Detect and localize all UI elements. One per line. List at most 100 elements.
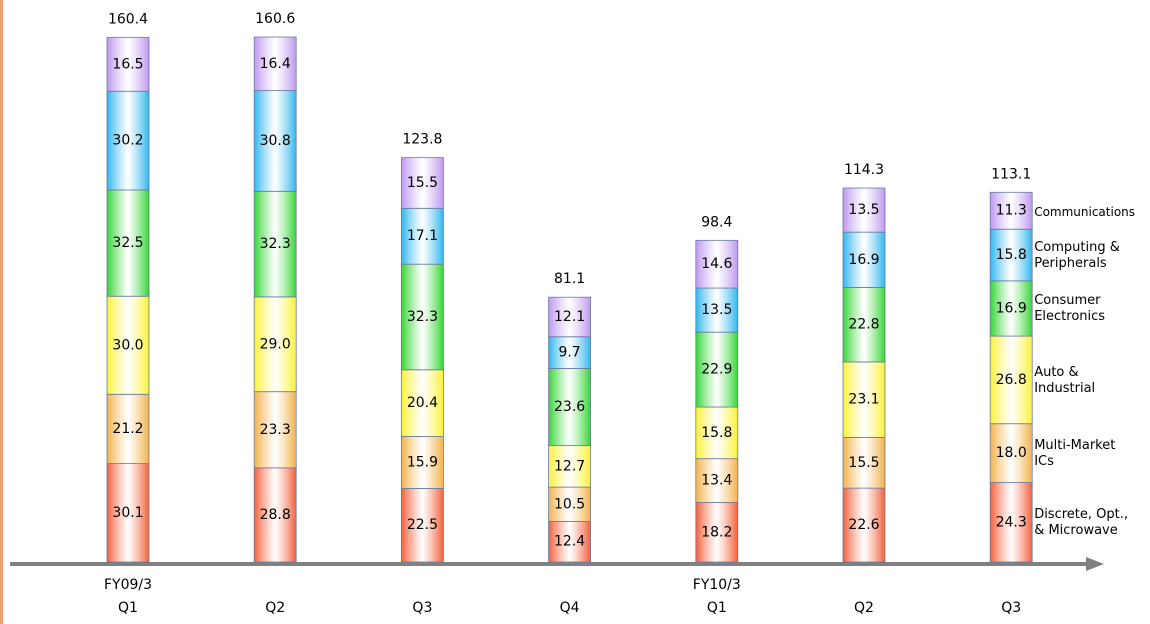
segment-label: 32.3: [260, 236, 291, 252]
segment-label: 9.7: [558, 345, 580, 361]
bar-segment: [548, 368, 591, 447]
segment-label: 21.2: [112, 421, 143, 437]
bar-segment: [400, 436, 444, 489]
segment-label: 16.5: [112, 56, 143, 72]
segment-label: 30.2: [112, 133, 143, 149]
segment-label: 20.4: [407, 395, 438, 411]
bar-segment: [989, 228, 1033, 282]
segment-label: 13.5: [848, 202, 879, 218]
bar-segment: [548, 445, 591, 488]
segment-label: 15.5: [848, 455, 879, 471]
bar-segment: [106, 189, 150, 297]
bar-segment: [253, 90, 297, 192]
bar-segment: [695, 331, 739, 408]
segment-label: 16.4: [260, 56, 291, 72]
segment-label: 32.5: [112, 235, 143, 251]
segment-label: 13.5: [701, 302, 732, 318]
bar-segment: [106, 90, 150, 191]
bar-segment: [842, 487, 886, 563]
x-tick-label: Q3: [412, 600, 433, 616]
segment-label: 23.1: [848, 392, 879, 408]
segment-label: 17.1: [407, 228, 438, 244]
total-label: 81.1: [554, 271, 585, 287]
segment-label: 14.6: [701, 256, 732, 272]
bar-segment: [253, 296, 297, 393]
bar-segment: [253, 467, 297, 563]
bar-segment: [253, 36, 297, 92]
total-label: 98.4: [701, 214, 732, 230]
segment-label: 13.4: [701, 473, 732, 489]
bar-segment: [253, 190, 297, 298]
bar-segment: [989, 335, 1033, 425]
total-label: 123.8: [402, 132, 442, 148]
total-label: 160.6: [255, 11, 295, 27]
segment-label: 16.9: [996, 300, 1027, 316]
bar-segment: [842, 231, 886, 288]
bar-segment: [842, 437, 886, 489]
segment-label: 30.0: [112, 337, 143, 353]
segment-label: 30.1: [112, 505, 143, 521]
segment-label: 22.9: [701, 362, 732, 378]
segment-label: 22.5: [407, 517, 438, 533]
segment-label: 22.8: [848, 317, 879, 333]
bar-segment: [400, 207, 444, 265]
segment-label: 22.6: [848, 517, 879, 533]
legend-entry: Multi-Market ICs: [1034, 438, 1116, 470]
bar-segment: [695, 287, 739, 333]
bar-segment: [400, 369, 444, 437]
legend-entry: Discrete, Opt., & Microwave: [1034, 507, 1128, 539]
legend-entry: Auto & Industrial: [1034, 364, 1096, 396]
segment-label: 28.8: [260, 507, 291, 523]
segment-label: 15.9: [407, 454, 438, 470]
bar-segment: [842, 187, 886, 233]
segment-label: 26.8: [996, 372, 1027, 388]
bar-segment: [548, 336, 591, 369]
total-label: 114.3: [844, 162, 884, 178]
segment-label: 15.5: [407, 175, 438, 191]
total-label: 113.1: [991, 166, 1031, 182]
segment-label: 18.0: [996, 445, 1027, 461]
bar-segment: [695, 406, 739, 460]
x-tick-label: Q3: [1001, 600, 1022, 616]
bar-segment: [548, 296, 591, 338]
x-tick-label: FY10/3 Q1: [692, 577, 741, 616]
edge-decoration: [0, 0, 3, 624]
segment-label: 10.5: [554, 496, 585, 512]
segment-label: 15.8: [996, 247, 1027, 263]
segment-label: 23.6: [554, 399, 585, 415]
segment-label: 12.7: [554, 458, 585, 474]
x-tick-label: Q2: [854, 600, 874, 616]
segment-label: 12.1: [554, 309, 585, 325]
segment-label: 16.9: [848, 252, 879, 268]
bar-segment: [106, 393, 150, 465]
segment-label: 30.8: [260, 133, 291, 149]
legend-entry: Consumer Electronics: [1034, 293, 1106, 325]
bar-segment: [548, 521, 591, 563]
segment-label: 15.8: [701, 425, 732, 441]
x-tick-label: FY09/3 Q1: [103, 577, 153, 616]
bar-segment: [695, 239, 739, 289]
segment-label: 12.4: [554, 534, 585, 550]
total-label: 160.4: [108, 11, 148, 27]
segment-label: 24.3: [996, 514, 1027, 530]
segment-label: 29.0: [260, 336, 291, 352]
segment-label: 11.3: [996, 203, 1027, 219]
axis-arrow: [1086, 557, 1104, 571]
bar-segment: [989, 191, 1033, 230]
bar-segment: [989, 280, 1033, 337]
bar-segment: [106, 463, 150, 563]
bar-segment: [400, 157, 444, 209]
segment-label: 23.3: [260, 422, 291, 438]
x-tick-label: Q2: [265, 600, 286, 616]
bar-segment: [400, 488, 444, 563]
bar-segment: [695, 458, 739, 503]
segment-label: 18.2: [701, 524, 732, 540]
bar-segment: [400, 263, 444, 371]
bar-segment: [253, 391, 297, 469]
legend-entry: Computing & Peripherals: [1034, 240, 1120, 272]
x-tick-label: Q4: [559, 600, 580, 616]
bar-segment: [989, 423, 1033, 483]
segment-label: 32.3: [407, 309, 438, 325]
